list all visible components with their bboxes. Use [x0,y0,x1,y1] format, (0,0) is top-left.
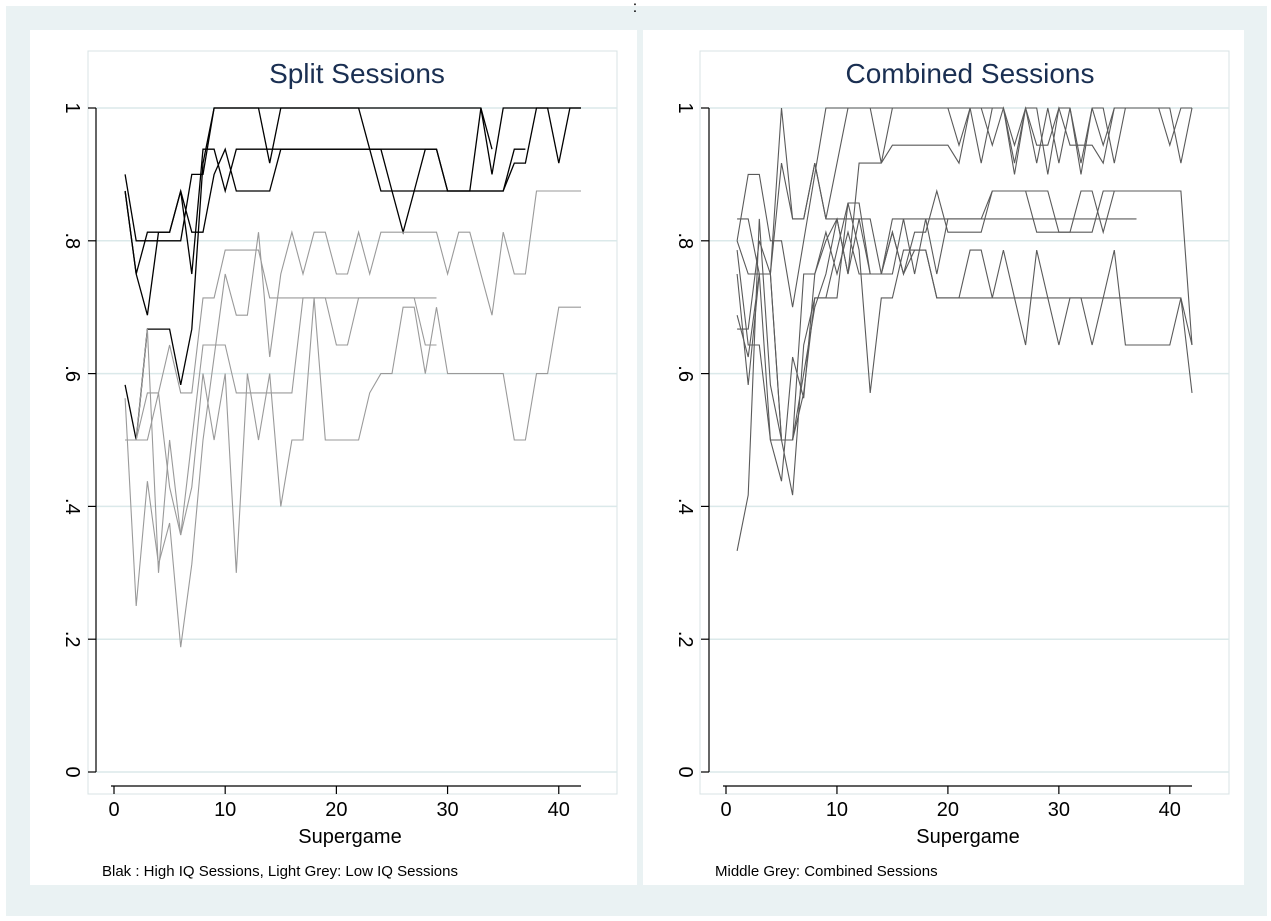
series-lines [124,107,581,648]
x-ticks: 0 10 20 30 40 [720,786,1181,821]
series-line-7 [125,297,437,573]
x-tick-label: 40 [548,799,570,821]
series-line-5 [737,218,1137,441]
x-tick-label: 20 [325,799,347,821]
panel-background [30,30,637,885]
y-tick-label: 1 [61,102,83,113]
y-ticks: 0 .2 .4 .6 .8 1 [61,102,96,778]
x-axis-label: Supergame [916,826,1019,848]
x-tick-label: 10 [826,799,848,821]
x-tick-label: 30 [1048,799,1070,821]
y-tick-label: 0 [674,766,696,777]
series-line-5 [124,190,581,648]
series-line-6 [736,202,1193,552]
series-line-7 [736,188,1193,482]
split-sessions-panel: Split Sessions 0 .2 .4 .6 .8 1 0 10 20 30 40 Supe… [30,30,637,885]
chart-title: Split Sessions [269,58,445,89]
x-tick-label: 40 [1159,799,1181,821]
y-tick-label: 1 [674,102,696,113]
combined-sessions-panel: Combined Sessions 0 .2 .4 .6 .8 1 0 10 20 30 40 S… [643,30,1244,885]
x-tick-label: 30 [436,799,458,821]
y-tick-label: .2 [674,631,696,648]
figure-title: : [633,0,637,16]
y-tick-label: 0 [61,766,83,777]
series-line-8 [125,297,581,536]
series-line-4 [124,107,581,275]
y-ticks: 0 .2 .4 .6 .8 1 [674,102,709,778]
y-tick-label: .8 [674,232,696,249]
y-tick-label: .4 [61,498,83,515]
y-tick-label: .8 [61,232,83,249]
x-tick-label: 0 [108,799,119,821]
chart-note: Middle Grey: Combined Sessions [715,863,938,880]
y-tick-label: .4 [674,498,696,515]
series-line-3 [736,106,1126,385]
y-tick-label: .6 [674,365,696,382]
series-line-8 [736,202,1193,441]
y-tick-label: .2 [61,631,83,648]
series-line-3 [124,107,493,441]
x-tick-label: 0 [720,799,731,821]
plot-region-outline [699,50,1230,795]
x-tick-label: 20 [937,799,959,821]
chart-title: Combined Sessions [845,58,1094,89]
series-line-2 [736,107,1193,308]
plot-region-outline [87,50,618,795]
x-tick-label: 10 [214,799,236,821]
x-axis-label: Supergame [298,826,401,848]
panel-background [643,30,1244,885]
x-ticks: 0 10 20 30 40 [108,786,570,821]
chart-note: Blak : High IQ Sessions, Light Grey: Low… [102,863,458,880]
series-lines [736,106,1193,552]
y-tick-label: .6 [61,365,83,382]
